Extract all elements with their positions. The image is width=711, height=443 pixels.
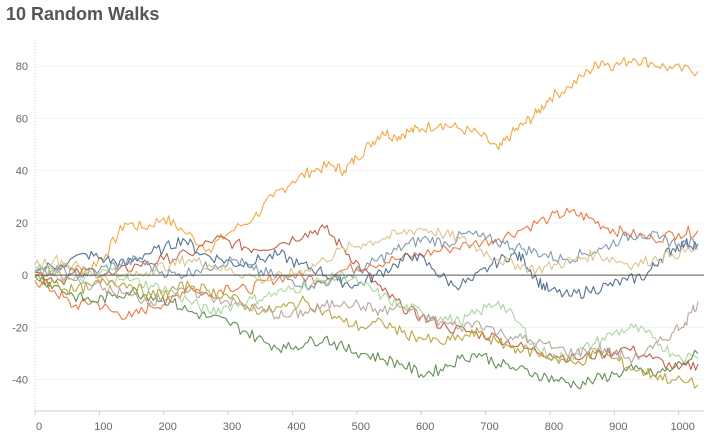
y-axis: -40 -20 0 20 40 60 80 xyxy=(12,61,28,387)
series-line-2 xyxy=(34,207,699,320)
series-line-9 xyxy=(34,274,699,389)
gridlines xyxy=(34,40,704,412)
x-tick-label: 1000 xyxy=(670,421,694,433)
x-tick-label: 600 xyxy=(416,421,434,433)
series-line-10 xyxy=(34,266,699,364)
series-line-8 xyxy=(34,274,699,390)
x-tick-label: 0 xyxy=(36,421,42,433)
x-tick-label: 400 xyxy=(287,421,305,433)
y-tick-label: 40 xyxy=(16,166,28,178)
series-line-1 xyxy=(34,56,699,278)
series-line-4 xyxy=(34,237,699,299)
y-tick-label: 60 xyxy=(16,113,28,125)
series-group xyxy=(34,56,704,390)
x-axis: 0 100 200 300 400 500 600 700 800 900 1000 xyxy=(34,411,695,433)
x-tick-label: 700 xyxy=(480,421,498,433)
x-tick-label: 900 xyxy=(609,421,627,433)
x-tick-label: 800 xyxy=(545,421,563,433)
series-line-7 xyxy=(34,263,699,363)
y-tick-label: -20 xyxy=(12,322,28,334)
x-tick-label: 300 xyxy=(223,421,241,433)
series-line-5 xyxy=(34,230,699,291)
chart-title: 10 Random Walks xyxy=(6,4,160,24)
y-tick-label: 0 xyxy=(22,270,28,282)
x-tick-label: 500 xyxy=(352,421,370,433)
x-tick-label: 200 xyxy=(159,421,177,433)
x-tick-label: 100 xyxy=(94,421,112,433)
y-tick-label: 20 xyxy=(16,218,28,230)
y-tick-label: 80 xyxy=(16,61,28,73)
y-tick-label: -40 xyxy=(12,375,28,387)
